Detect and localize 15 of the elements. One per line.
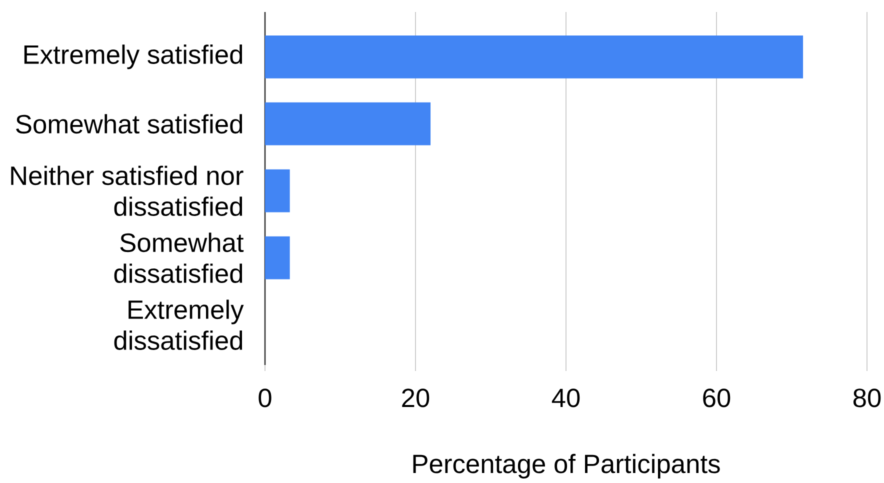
x-tick-label: 0: [258, 388, 272, 408]
y-tick-label: Neither satisfied nor dissatisfied: [11, 166, 244, 216]
bar: [265, 35, 804, 78]
x-tick-label: 20: [402, 388, 430, 408]
x-tick-label: 80: [853, 388, 881, 408]
y-tick-label: Extremely satisfied: [24, 44, 242, 70]
x-tick-label: 60: [703, 388, 730, 408]
y-tick-label: Somewhat dissatisfied: [114, 232, 244, 283]
x-axis-title: Percentage of Participants: [413, 454, 720, 478]
y-tick-label: Extremely dissatisfied: [114, 300, 244, 350]
y-tick-label: Somewhat satisfied: [16, 114, 242, 134]
x-tick-label: 40: [552, 388, 580, 408]
bar: [265, 236, 290, 280]
bar: [265, 169, 290, 212]
bar: [265, 102, 431, 146]
